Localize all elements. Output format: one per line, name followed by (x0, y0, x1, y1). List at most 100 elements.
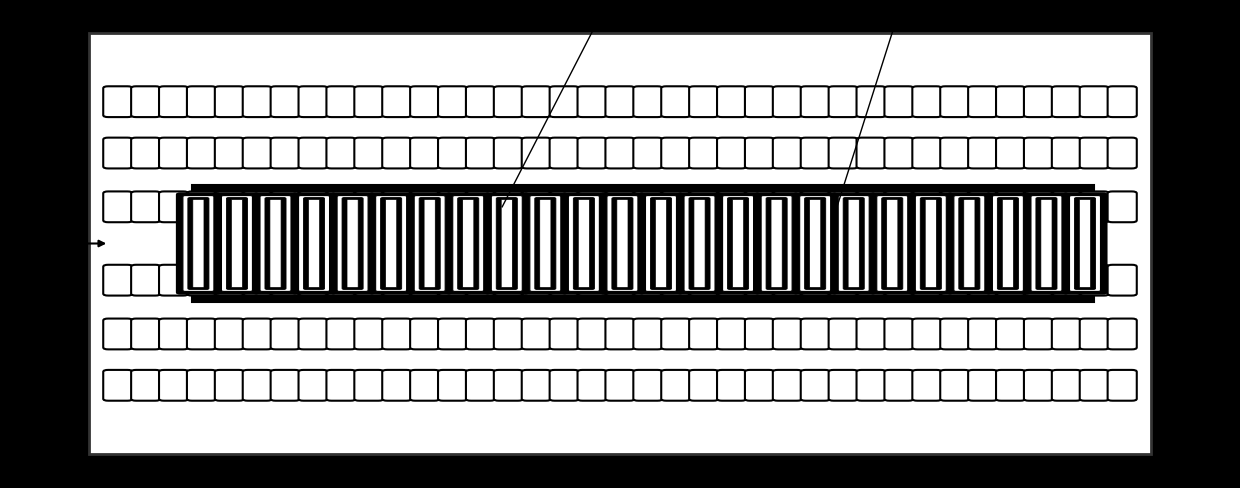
FancyBboxPatch shape (954, 196, 985, 292)
FancyBboxPatch shape (299, 319, 327, 350)
FancyBboxPatch shape (494, 265, 523, 296)
FancyBboxPatch shape (940, 319, 970, 350)
FancyBboxPatch shape (717, 138, 746, 169)
FancyBboxPatch shape (661, 265, 691, 296)
FancyBboxPatch shape (270, 87, 300, 118)
FancyBboxPatch shape (184, 196, 213, 292)
FancyBboxPatch shape (193, 200, 203, 288)
FancyBboxPatch shape (828, 87, 858, 118)
FancyBboxPatch shape (913, 87, 941, 118)
FancyBboxPatch shape (968, 265, 997, 296)
FancyBboxPatch shape (549, 370, 579, 401)
FancyBboxPatch shape (884, 265, 914, 296)
FancyBboxPatch shape (997, 198, 1018, 290)
FancyBboxPatch shape (326, 370, 356, 401)
FancyBboxPatch shape (723, 196, 754, 292)
FancyBboxPatch shape (1052, 87, 1081, 118)
FancyBboxPatch shape (773, 265, 802, 296)
FancyBboxPatch shape (494, 319, 523, 350)
FancyBboxPatch shape (453, 196, 484, 292)
FancyBboxPatch shape (689, 198, 711, 290)
FancyBboxPatch shape (265, 198, 286, 290)
FancyBboxPatch shape (304, 198, 325, 290)
FancyBboxPatch shape (410, 370, 439, 401)
FancyBboxPatch shape (913, 138, 941, 169)
FancyBboxPatch shape (884, 319, 914, 350)
FancyBboxPatch shape (996, 370, 1025, 401)
FancyBboxPatch shape (1080, 192, 1109, 223)
FancyBboxPatch shape (694, 200, 706, 288)
FancyBboxPatch shape (766, 198, 787, 290)
FancyBboxPatch shape (386, 200, 397, 288)
FancyBboxPatch shape (940, 138, 970, 169)
FancyBboxPatch shape (717, 370, 746, 401)
FancyBboxPatch shape (270, 370, 300, 401)
FancyBboxPatch shape (773, 138, 802, 169)
FancyBboxPatch shape (940, 192, 970, 223)
FancyBboxPatch shape (578, 138, 606, 169)
FancyBboxPatch shape (355, 138, 383, 169)
FancyBboxPatch shape (466, 138, 495, 169)
FancyBboxPatch shape (260, 196, 291, 292)
FancyBboxPatch shape (1107, 138, 1137, 169)
FancyBboxPatch shape (485, 194, 528, 294)
FancyBboxPatch shape (446, 194, 490, 294)
FancyBboxPatch shape (337, 196, 368, 292)
FancyBboxPatch shape (522, 87, 551, 118)
FancyBboxPatch shape (578, 192, 606, 223)
FancyBboxPatch shape (355, 319, 383, 350)
FancyBboxPatch shape (838, 196, 869, 292)
FancyBboxPatch shape (159, 192, 188, 223)
FancyBboxPatch shape (634, 138, 662, 169)
FancyBboxPatch shape (634, 87, 662, 118)
FancyBboxPatch shape (299, 192, 327, 223)
FancyBboxPatch shape (293, 194, 336, 294)
FancyBboxPatch shape (857, 87, 885, 118)
FancyBboxPatch shape (1052, 319, 1081, 350)
FancyBboxPatch shape (159, 319, 188, 350)
FancyBboxPatch shape (828, 192, 858, 223)
FancyBboxPatch shape (131, 87, 160, 118)
FancyBboxPatch shape (424, 200, 435, 288)
FancyBboxPatch shape (1080, 265, 1109, 296)
FancyBboxPatch shape (996, 192, 1025, 223)
FancyBboxPatch shape (606, 196, 637, 292)
FancyBboxPatch shape (801, 87, 830, 118)
Text: 7: 7 (903, 15, 914, 33)
FancyBboxPatch shape (1069, 196, 1101, 292)
FancyBboxPatch shape (689, 370, 718, 401)
FancyBboxPatch shape (243, 192, 272, 223)
FancyBboxPatch shape (187, 319, 216, 350)
FancyBboxPatch shape (689, 192, 718, 223)
FancyBboxPatch shape (940, 370, 970, 401)
FancyBboxPatch shape (501, 200, 512, 288)
FancyBboxPatch shape (940, 265, 970, 296)
FancyBboxPatch shape (925, 200, 936, 288)
FancyBboxPatch shape (857, 138, 885, 169)
FancyBboxPatch shape (646, 196, 677, 292)
FancyBboxPatch shape (494, 192, 523, 223)
FancyBboxPatch shape (1040, 200, 1052, 288)
FancyBboxPatch shape (309, 200, 320, 288)
FancyBboxPatch shape (1024, 138, 1053, 169)
FancyBboxPatch shape (1079, 200, 1091, 288)
FancyBboxPatch shape (243, 87, 272, 118)
FancyBboxPatch shape (410, 87, 439, 118)
FancyBboxPatch shape (634, 370, 662, 401)
FancyBboxPatch shape (578, 319, 606, 350)
FancyBboxPatch shape (857, 265, 885, 296)
FancyBboxPatch shape (800, 196, 831, 292)
FancyBboxPatch shape (382, 265, 412, 296)
FancyBboxPatch shape (299, 370, 327, 401)
FancyBboxPatch shape (254, 194, 298, 294)
FancyBboxPatch shape (605, 87, 635, 118)
FancyBboxPatch shape (159, 87, 188, 118)
FancyBboxPatch shape (382, 87, 412, 118)
FancyBboxPatch shape (103, 319, 133, 350)
FancyBboxPatch shape (376, 196, 407, 292)
FancyBboxPatch shape (733, 200, 744, 288)
FancyBboxPatch shape (773, 192, 802, 223)
FancyBboxPatch shape (103, 370, 133, 401)
FancyBboxPatch shape (968, 138, 997, 169)
FancyBboxPatch shape (408, 194, 451, 294)
